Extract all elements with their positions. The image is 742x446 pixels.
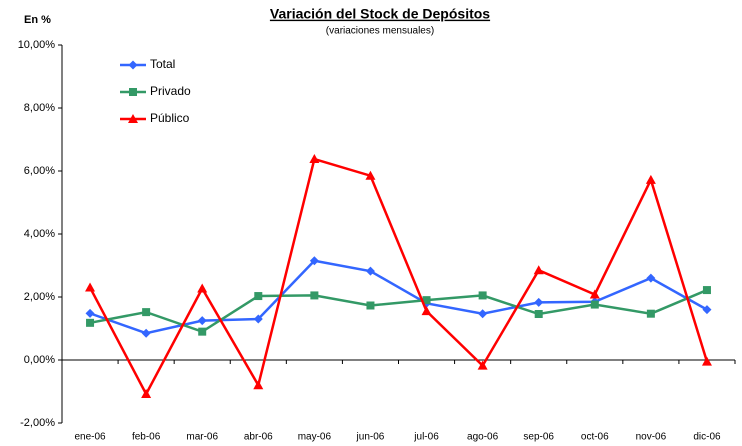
data-point <box>478 309 488 319</box>
data-point <box>142 308 151 317</box>
data-point <box>645 174 656 184</box>
data-point <box>477 360 488 370</box>
data-point <box>702 305 712 315</box>
data-point <box>198 327 207 336</box>
data-point <box>253 380 264 390</box>
series-line <box>89 259 708 335</box>
data-point <box>197 283 208 293</box>
data-point <box>589 289 600 299</box>
x-tick-label: ago-06 <box>467 432 499 443</box>
legend-marker <box>128 60 138 70</box>
chart-title: Variación del Stock de Depósitos <box>270 6 490 22</box>
data-point <box>646 273 656 283</box>
data-point <box>365 170 376 180</box>
y-tick-label: 8,00% <box>24 102 55 114</box>
data-point <box>309 154 320 164</box>
data-point <box>534 297 544 307</box>
data-point <box>478 291 487 300</box>
data-point <box>534 310 543 319</box>
data-point <box>85 282 96 292</box>
data-point <box>197 316 207 326</box>
data-point <box>701 356 712 366</box>
y-axis-label: En % <box>24 14 51 26</box>
data-point <box>253 314 263 324</box>
data-point <box>310 291 319 300</box>
y-tick-label: -2,00% <box>20 417 55 429</box>
legend-label: Público <box>150 111 190 125</box>
x-tick-label: sep-06 <box>523 432 554 443</box>
x-tick-label: nov-06 <box>636 432 667 443</box>
x-tick-label: feb-06 <box>132 432 161 443</box>
data-point <box>85 308 95 318</box>
data-point <box>141 389 152 399</box>
data-point <box>533 265 544 275</box>
x-tick-label: dic-06 <box>693 432 721 443</box>
data-point <box>421 306 432 316</box>
y-tick-label: 0,00% <box>24 354 55 366</box>
x-tick-label: mar-06 <box>186 432 218 443</box>
x-tick-label: oct-06 <box>581 432 609 443</box>
legend-marker <box>128 114 138 123</box>
y-tick-label: 6,00% <box>24 165 55 177</box>
series-line <box>89 288 708 334</box>
x-tick-label: jun-06 <box>356 432 385 443</box>
legend-label: Privado <box>150 84 191 98</box>
x-tick-label: ene-06 <box>74 432 106 443</box>
x-tick-label: abr-06 <box>244 432 273 443</box>
data-point <box>254 292 263 301</box>
y-tick-label: 10,00% <box>18 39 56 51</box>
data-point <box>422 296 431 305</box>
data-point <box>309 256 319 266</box>
x-tick-label: jul-06 <box>413 432 439 443</box>
data-point <box>366 301 375 310</box>
y-tick-label: 4,00% <box>24 228 55 240</box>
data-point <box>590 300 599 309</box>
data-point <box>646 309 655 318</box>
legend-label: Total <box>150 57 175 71</box>
x-tick-label: may-06 <box>298 432 332 443</box>
data-point <box>365 266 375 276</box>
series-line <box>88 157 709 397</box>
data-point <box>141 328 151 338</box>
data-point <box>86 318 95 327</box>
data-point <box>702 286 711 295</box>
chart-subtitle: (variaciones mensuales) <box>326 26 434 37</box>
y-tick-label: 2,00% <box>24 291 55 303</box>
legend-marker <box>129 88 137 96</box>
